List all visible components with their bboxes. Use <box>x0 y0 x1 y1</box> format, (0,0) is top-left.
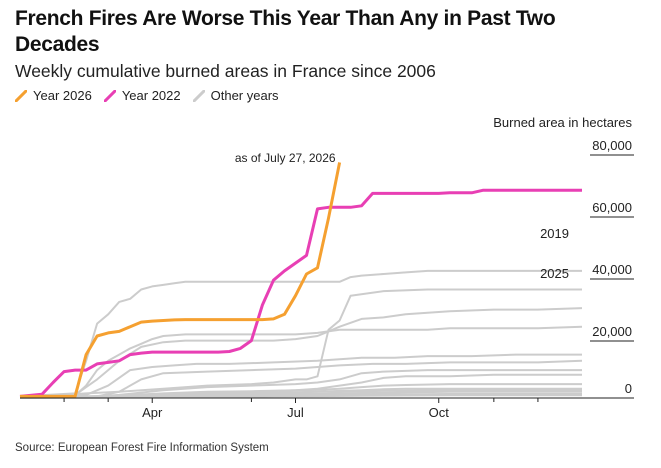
axes: 0 20,000 40,000 60,000 80,000 Burned area in … <box>20 115 634 420</box>
chart-title: French Fires Are Worse This Year Than An… <box>15 7 556 56</box>
legend: Year 2026 Year 2022 Other years <box>15 88 279 103</box>
y-axis-label: Burned area in hectares <box>493 115 632 130</box>
series-line-other-year-l <box>19 394 582 399</box>
series-line-other-year-f <box>19 373 582 399</box>
series-line-other-year-c <box>19 353 582 399</box>
series-line-other-year-b <box>19 307 583 399</box>
gridlines <box>590 154 634 342</box>
annotation-2019: 2019 <box>540 226 569 241</box>
legend-item-2022: Year 2022 <box>103 88 181 103</box>
series-line-other-year-i <box>19 389 582 399</box>
ytick-label-60000: 60,000 <box>592 200 632 215</box>
annotations: as of July 27, 2026 2019 2025 <box>235 151 569 281</box>
ytick-label-40000: 40,000 <box>592 262 632 277</box>
ytick-label-20000: 20,000 <box>592 324 632 339</box>
series-group-other-years <box>19 269 583 399</box>
series-line-other-year-e <box>19 369 582 399</box>
series-line-year-2026 <box>20 162 342 398</box>
ytick-label-0: 0 <box>625 381 632 396</box>
series-line-2019 <box>19 269 582 398</box>
annotation-as-of: as of July 27, 2026 <box>235 151 336 165</box>
series-line-other-year-j <box>19 390 582 399</box>
legend-swatch-other <box>192 89 205 102</box>
legend-label-2026: Year 2026 <box>33 88 92 103</box>
legend-item-other: Other years <box>192 88 279 103</box>
series-line-other-year-d <box>19 359 583 399</box>
series-line-year-2022 <box>19 188 582 398</box>
series-line-other-year-g <box>19 383 582 399</box>
xtick-label-apr: Apr <box>142 405 163 420</box>
legend-label-2022: Year 2022 <box>121 88 181 103</box>
series-line-2025 <box>19 288 582 399</box>
series-line-other-year-a <box>19 325 583 399</box>
series-line-other-year-k <box>19 393 582 399</box>
legend-label-other: Other years <box>210 88 279 103</box>
annotation-2025: 2025 <box>540 266 569 281</box>
source-note: Source: European Forest Fire Information… <box>15 442 269 454</box>
xtick-label-oct: Oct <box>429 405 450 420</box>
chart-subtitle: Weekly cumulative burned areas in France… <box>15 61 436 81</box>
xtick-label-jul: Jul <box>287 405 304 420</box>
legend-swatch-2026 <box>15 89 27 102</box>
series-group-highlighted <box>19 162 582 398</box>
ytick-label-80000: 80,000 <box>592 138 632 153</box>
series-line-other-year-h <box>19 387 582 399</box>
legend-item-2026: Year 2026 <box>15 88 92 103</box>
legend-swatch-2022 <box>103 89 116 102</box>
